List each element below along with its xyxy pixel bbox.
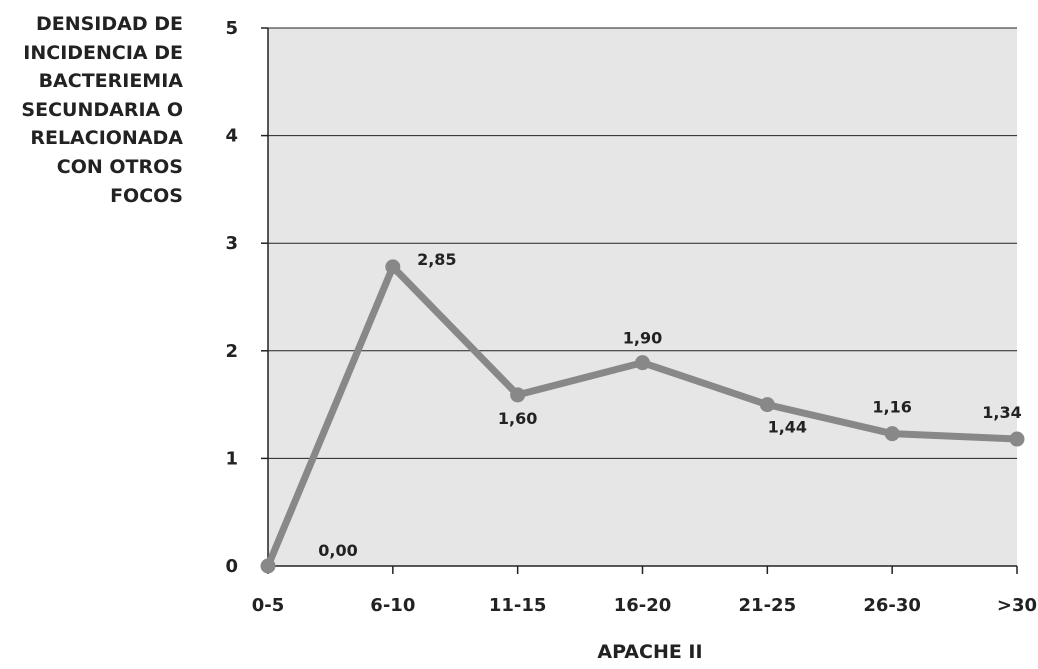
data-label: 1,90 [623, 329, 662, 348]
x-tick-label: 6-10 [370, 595, 415, 616]
x-axis-title: APACHE II [597, 641, 703, 663]
data-label: 0,00 [318, 541, 357, 560]
y-axis-title-line: BACTERIEMIA [38, 70, 183, 93]
x-tick-label: 26-30 [863, 595, 921, 616]
x-tick-label: 16-20 [614, 595, 672, 616]
y-axis-title-line: CON OTROS [56, 155, 183, 178]
data-label: 1,34 [982, 403, 1021, 422]
y-axis-title-line: RELACIONADA [30, 127, 183, 150]
x-tick-label: 0-5 [252, 595, 285, 616]
data-point [635, 355, 650, 371]
y-axis-title-line: SECUNDARIA O [21, 98, 183, 121]
data-point [759, 397, 775, 413]
y-axis-title-line: DENSIDAD DE [35, 13, 183, 35]
y-tick-label: 2 [225, 341, 238, 362]
y-tick-label: 1 [225, 448, 238, 469]
data-label: 1,60 [498, 409, 537, 428]
data-label: 2,85 [417, 250, 456, 269]
x-tick-label: 11-15 [489, 595, 547, 616]
data-point [510, 387, 526, 403]
y-axis-title-line: FOCOS [110, 184, 183, 207]
y-tick-label: 4 [225, 126, 238, 147]
plot-area [268, 28, 1017, 566]
data-label: 1,44 [768, 418, 807, 437]
data-label: 1,16 [872, 398, 911, 417]
data-point [1009, 431, 1025, 447]
data-point [884, 426, 900, 442]
x-tick-label: >30 [997, 595, 1037, 616]
y-tick-label: 5 [225, 18, 238, 39]
y-tick-label: 3 [225, 233, 238, 254]
data-point [385, 259, 401, 275]
x-tick-label: 21-25 [739, 595, 797, 616]
y-axis-title-line: INCIDENCIA DE [23, 41, 183, 64]
y-axis-title: DENSIDAD DE INCIDENCIA DE BACTERIEMIA SE… [0, 10, 183, 210]
data-point [260, 558, 276, 574]
y-tick-label: 0 [225, 556, 238, 577]
